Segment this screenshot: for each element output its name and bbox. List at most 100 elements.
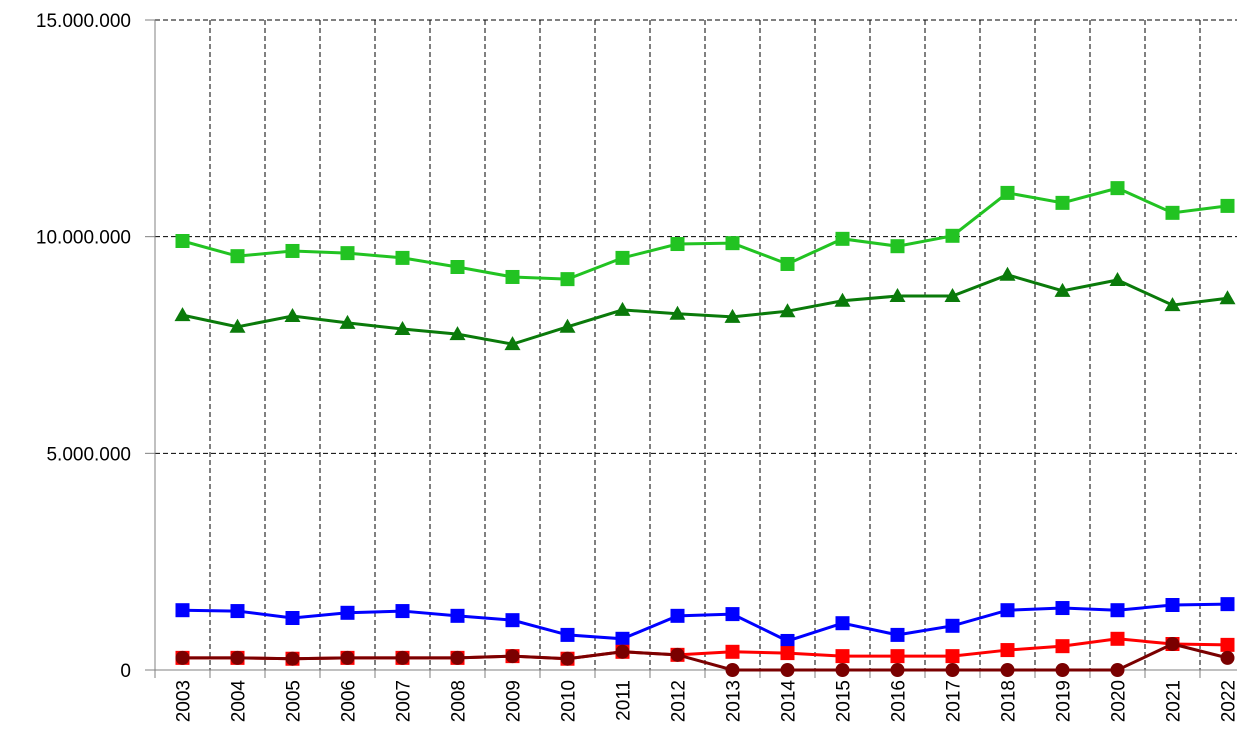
x-tick-label: 2009 (504, 680, 525, 722)
x-tick-label: 2015 (834, 680, 855, 722)
marker (780, 633, 795, 648)
marker (340, 650, 355, 665)
series-line (182, 602, 1228, 643)
marker (175, 650, 190, 665)
marker (780, 663, 795, 677)
marker (394, 320, 411, 335)
marker (724, 308, 741, 323)
marker (1219, 290, 1236, 305)
marker (450, 608, 465, 623)
marker (505, 613, 520, 628)
marker (999, 266, 1016, 281)
series-line (182, 186, 1228, 281)
marker (559, 318, 576, 333)
marker (835, 616, 850, 631)
marker (890, 239, 905, 254)
marker (395, 650, 410, 665)
marker (889, 288, 906, 303)
marker (1220, 198, 1235, 213)
x-tick-label: 2022 (1219, 680, 1237, 722)
marker (835, 231, 850, 246)
marker (1055, 663, 1070, 677)
marker (835, 649, 850, 664)
marker (614, 301, 631, 316)
marker (340, 605, 355, 620)
marker (560, 651, 575, 666)
marker (1110, 181, 1125, 196)
x-tick-label: 2014 (779, 680, 800, 723)
marker (560, 272, 575, 287)
x-tick-label: 2021 (1164, 680, 1185, 722)
y-tick-label: 15.000.000 (36, 11, 131, 32)
marker (1220, 637, 1235, 652)
x-tick-label: 2019 (1054, 680, 1075, 722)
marker (615, 631, 630, 646)
marker (780, 646, 795, 661)
marker (339, 314, 356, 329)
x-tick-label: 2013 (724, 680, 745, 722)
marker (669, 305, 686, 320)
marker (725, 236, 740, 251)
marker (230, 249, 245, 264)
marker (1000, 185, 1015, 200)
marker (504, 336, 521, 351)
x-tick-label: 2008 (449, 680, 470, 722)
marker (670, 237, 685, 252)
marker (890, 627, 905, 642)
marker (945, 649, 960, 664)
marker (449, 326, 466, 341)
marker (945, 228, 960, 243)
marker (229, 318, 246, 333)
x-tick-label: 2012 (669, 680, 690, 722)
marker (175, 234, 190, 248)
marker (285, 243, 300, 258)
marker (1110, 663, 1125, 677)
marker (1110, 603, 1125, 618)
marker (560, 627, 575, 642)
marker (725, 663, 740, 677)
marker (395, 250, 410, 265)
y-tick-label: 0 (120, 661, 131, 682)
x-tick-label: 2020 (1109, 680, 1130, 722)
x-tick-label: 2010 (559, 680, 580, 722)
marker (945, 663, 960, 677)
marker (175, 603, 190, 618)
x-tick-label: 2007 (394, 680, 415, 722)
marker (890, 649, 905, 664)
y-tick-label: 10.000.000 (36, 228, 131, 249)
marker (834, 292, 851, 307)
x-tick-label: 2004 (229, 680, 250, 723)
y-tick-label: 5.000.000 (46, 444, 131, 465)
marker (1165, 598, 1180, 612)
marker (284, 307, 301, 322)
marker (615, 644, 630, 659)
marker (1000, 643, 1015, 658)
marker (230, 604, 245, 619)
x-tick-label: 2017 (944, 680, 965, 722)
marker (450, 650, 465, 665)
marker (1220, 597, 1235, 612)
marker (835, 663, 850, 677)
marker (395, 604, 410, 619)
x-tick-label: 2006 (339, 680, 360, 722)
marker (285, 611, 300, 625)
marker (505, 649, 520, 664)
marker (1164, 297, 1181, 312)
marker (780, 256, 795, 271)
series-line (182, 273, 1228, 346)
marker (945, 618, 960, 633)
x-tick-label: 2005 (284, 680, 305, 722)
marker (1165, 205, 1180, 220)
marker (1220, 650, 1235, 665)
marker (670, 608, 685, 623)
x-tick-label: 2018 (999, 680, 1020, 722)
marker (1109, 272, 1126, 286)
x-tick-label: 2003 (174, 680, 195, 722)
marker (505, 269, 520, 284)
marker (725, 644, 740, 659)
marker (1165, 637, 1180, 651)
marker (1000, 663, 1015, 677)
marker (230, 650, 245, 665)
marker (670, 647, 685, 662)
